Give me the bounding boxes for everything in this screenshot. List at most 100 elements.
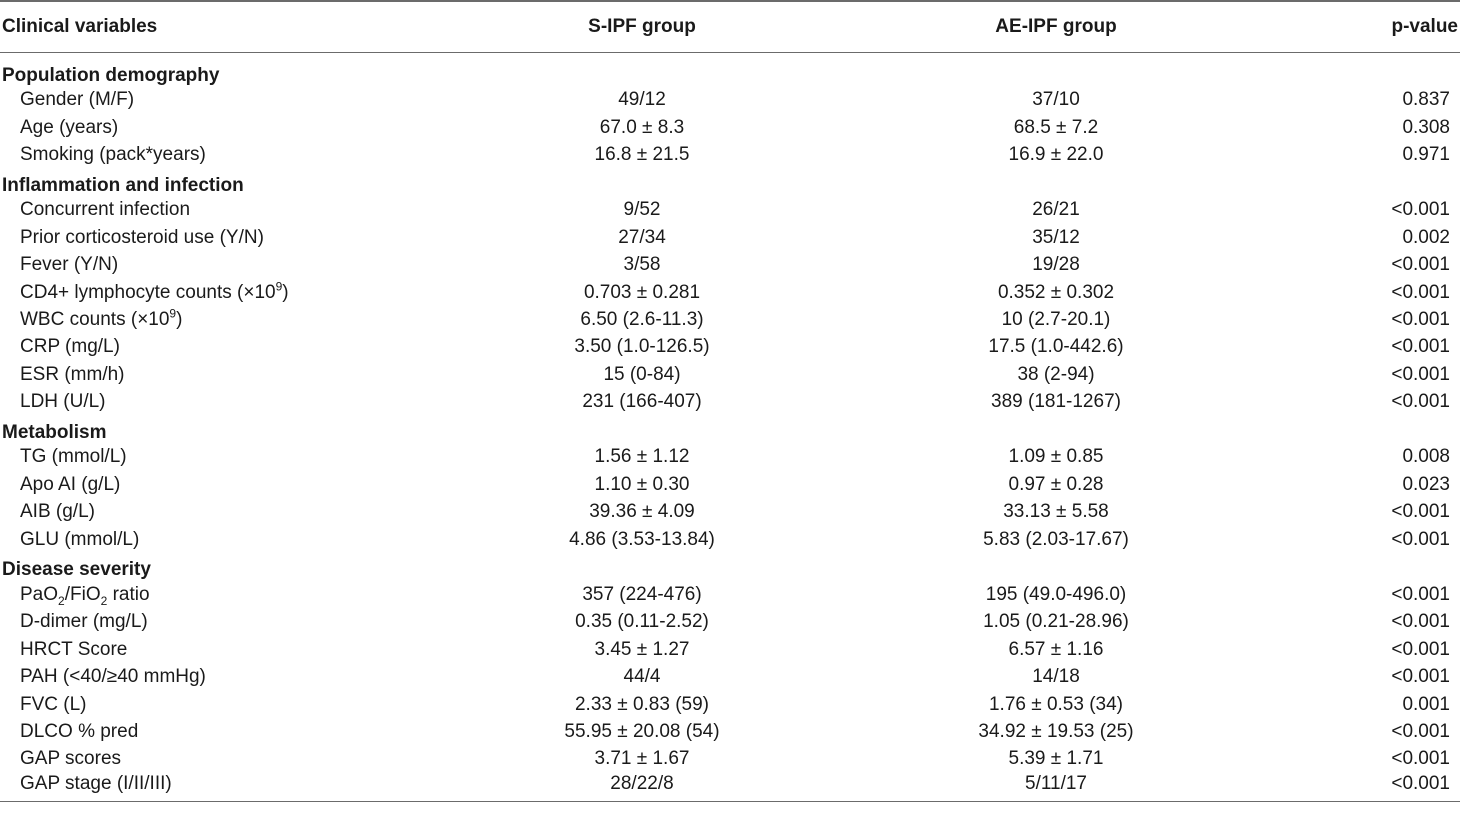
variable-label: GAP scores [20,748,122,770]
variable-cell: GAP stage (I/II/III) [0,773,430,803]
table-row: GAP scores 3.71 ± 1.67 5.39 ± 1.71 <0.001 [0,746,1460,773]
variable-cell: WBC counts (×109) [0,306,430,333]
s-ipf-value: 3/58 [623,254,661,276]
variable-cell: LDH (U/L) [0,388,430,415]
p-value: 0.308 [1402,116,1450,138]
ae-ipf-value: 10 (2.7-20.1) [1001,308,1111,330]
ae-ipf-value: 0.352 ± 0.302 [997,281,1115,303]
table-row: Concurrent infection 9/52 26/21 <0.001 [0,197,1460,224]
variable-cell: Apo AI (g/L) [0,471,430,498]
s-ipf-value: 39.36 ± 4.09 [589,501,695,523]
ae-ipf-value: 6.57 ± 1.16 [1008,638,1104,660]
p-value: <0.001 [1391,501,1450,523]
variable-label-superscript: 9 [169,306,177,321]
section-header-row: Metabolism [0,416,1460,444]
variable-label: Age (years) [20,116,119,138]
table-header: Clinical variables S-IPF group AE-IPF gr… [0,0,1460,53]
variable-label: Concurrent infection [20,199,191,221]
ae-ipf-value: 17.5 (1.0-442.6) [988,336,1124,358]
s-ipf-value: 27/34 [618,226,666,248]
variable-cell: AIB (g/L) [0,499,430,526]
ae-ipf-value: 14/18 [1032,666,1080,688]
table-row: GLU (mmol/L) 4.86 (3.53-13.84) 5.83 (2.03-… [0,526,1460,553]
p-value: <0.001 [1391,363,1450,385]
table-row: Smoking (pack*years) 16.8 ± 21.5 16.9 ± 22… [0,141,1460,168]
s-ipf-value: 44/4 [623,666,661,688]
section-title: Population demography [2,64,220,86]
ae-ipf-value: 34.92 ± 19.53 (25) [978,721,1134,742]
variable-label: LDH (U/L) [20,391,106,413]
s-ipf-value: 28/22/8 [430,773,826,803]
variable-cell: Prior corticosteroid use (Y/N) [0,224,430,251]
s-ipf-value: 67.0 ± 8.3 [599,116,685,138]
p-value: <0.001 [1391,308,1450,330]
p-value: <0.001 [1391,254,1450,276]
p-value: <0.001 [1391,584,1450,606]
p-value: <0.001 [1286,773,1460,803]
table-row: WBC counts (×109) 6.50 (2.6-11.3) 10 (2.7-… [0,306,1460,333]
p-value: <0.001 [1391,391,1450,413]
variable-label-subscript-2: 2 [100,593,108,608]
table-row: Gender (M/F) 49/12 37/10 0.837 [0,87,1460,114]
variable-label-subscript: 2 [58,593,65,608]
variable-label: CRP (mg/L) [20,336,120,358]
p-value: <0.001 [1391,721,1450,742]
s-ipf-value: 0.35 (0.11-2.52) [575,611,709,633]
table-row: FVC (L) 2.33 ± 0.83 (59) 1.76 ± 0.53 (34) 0… [0,691,1460,718]
p-value: 0.001 [1402,693,1450,715]
variable-cell: ESR (mm/h) [0,361,430,388]
p-value: 0.002 [1402,226,1450,248]
variable-cell: HRCT Score [0,636,430,663]
ae-ipf-value: 68.5 ± 7.2 [1013,116,1099,138]
p-value: <0.001 [1391,281,1450,303]
table-row: LDH (U/L) 231 (166-407) 389 (181-1267) <0.0… [0,388,1460,415]
table-row: TG (mmol/L) 1.56 ± 1.12 1.09 ± 0.85 0.008 [0,444,1460,471]
variable-label: FVC (L) [20,693,87,715]
s-ipf-value: 4.86 (3.53-13.84) [569,528,715,550]
ae-ipf-value: 16.9 ± 22.0 [1008,143,1104,165]
header-clinical-variables: Clinical variables [0,0,430,53]
p-value: 0.971 [1402,143,1450,165]
variable-label: GLU (mmol/L) [20,528,140,550]
ae-ipf-value: 33.13 ± 5.58 [1003,501,1109,523]
ae-ipf-value: 1.05 (0.21-28.96) [983,611,1129,633]
table-row: D-dimer (mg/L) 0.35 (0.11-2.52) 1.05 (0.21… [0,609,1460,636]
section-title: Disease severity [2,559,151,581]
s-ipf-value: 1.10 ± 0.30 [594,473,690,495]
s-ipf-value: 357 (224-476) [582,584,702,606]
ae-ipf-value: 195 (49.0-496.0) [985,584,1127,606]
variable-label: PAH (<40/≥40 mmHg) [20,666,206,688]
variable-cell: PaO2/FiO2 ratio [0,581,430,608]
p-value: <0.001 [1391,336,1450,358]
variable-label: Gender (M/F) [20,89,135,111]
variable-label-suffix: ) [176,308,183,330]
p-value: <0.001 [1391,199,1450,221]
variable-label: Prior corticosteroid use (Y/N) [20,226,264,248]
ae-ipf-value: 19/28 [1032,254,1080,276]
variable-label-suffix: ratio [107,584,150,606]
variable-label: GAP stage (I/II/III) [20,773,172,795]
table-row: Apo AI (g/L) 1.10 ± 0.30 0.97 ± 0.28 0.023 [0,471,1460,498]
variable-cell: GAP scores [0,746,430,773]
s-ipf-value: 3.45 ± 1.27 [594,638,690,660]
p-value: <0.001 [1391,528,1450,550]
p-value: <0.001 [1391,638,1450,660]
ae-ipf-value: 0.97 ± 0.28 [1008,473,1104,495]
variable-label: ESR (mm/h) [20,363,125,385]
header-s-ipf-group: S-IPF group [430,0,826,53]
variable-label: WBC counts (×10 [20,308,170,330]
variable-label: DLCO % pred [20,721,139,742]
s-ipf-value: 0.703 ± 0.281 [583,281,701,303]
variable-cell: CD4+ lymphocyte counts (×109) [0,279,430,306]
s-ipf-value: 15 (0-84) [603,363,681,385]
table-row: DLCO % pred 55.95 ± 20.08 (54) 34.92 ± 19.… [0,718,1460,745]
section-title: Inflammation and infection [2,174,244,196]
variable-cell: GLU (mmol/L) [0,526,430,553]
variable-cell: D-dimer (mg/L) [0,609,430,636]
ae-ipf-value: 37/10 [1032,89,1080,111]
table-row: Age (years) 67.0 ± 8.3 68.5 ± 7.2 0.308 [0,114,1460,141]
ae-ipf-value: 5.83 (2.03-17.67) [983,528,1129,550]
variable-label: Smoking (pack*years) [20,143,206,165]
ae-ipf-value: 26/21 [1032,199,1080,221]
